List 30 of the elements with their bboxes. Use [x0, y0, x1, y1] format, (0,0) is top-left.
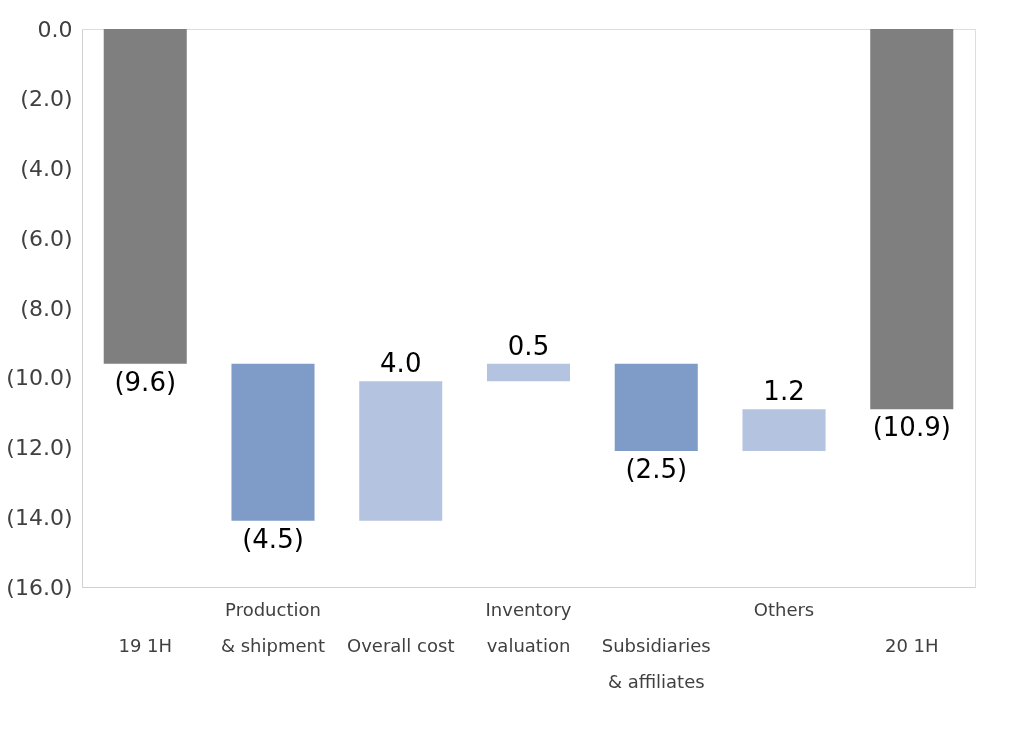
y-tick-label: (10.0)	[6, 365, 73, 391]
y-tick-label: 0.0	[37, 16, 73, 42]
y-tick-label: (14.0)	[6, 504, 73, 530]
data-label: 4.0	[380, 348, 422, 379]
bar	[614, 363, 698, 451]
bar	[486, 363, 571, 382]
x-tick-label: Inventory valuation	[485, 598, 572, 656]
data-label: (4.5)	[242, 523, 304, 554]
x-tick-label: Subsidiaries & affiliates	[601, 634, 711, 692]
x-tick-label: 19 1H	[118, 634, 173, 656]
y-tick-label: (8.0)	[20, 295, 73, 321]
y-tick-label: (6.0)	[20, 225, 73, 251]
x-tick-label: Others	[753, 598, 815, 620]
x-tick-label: 20 1H	[884, 634, 939, 656]
x-tick-label: Overall cost	[347, 634, 455, 656]
y-tick-label: (4.0)	[20, 156, 73, 181]
bar	[231, 363, 315, 521]
data-label: (10.9)	[872, 412, 951, 443]
data-label: (9.6)	[114, 366, 177, 397]
x-tick-label: Production & shipment	[220, 598, 326, 656]
data-label: 0.5	[507, 330, 550, 361]
y-tick-label: (16.0)	[6, 574, 73, 600]
y-tick-label: (2.0)	[20, 86, 73, 112]
bar	[870, 29, 954, 410]
bar	[742, 409, 826, 451]
y-tick-label: (12.0)	[6, 435, 73, 460]
data-label: (2.5)	[625, 453, 688, 484]
bar	[103, 29, 187, 364]
bar	[359, 381, 443, 521]
data-label: 1.2	[763, 376, 805, 407]
